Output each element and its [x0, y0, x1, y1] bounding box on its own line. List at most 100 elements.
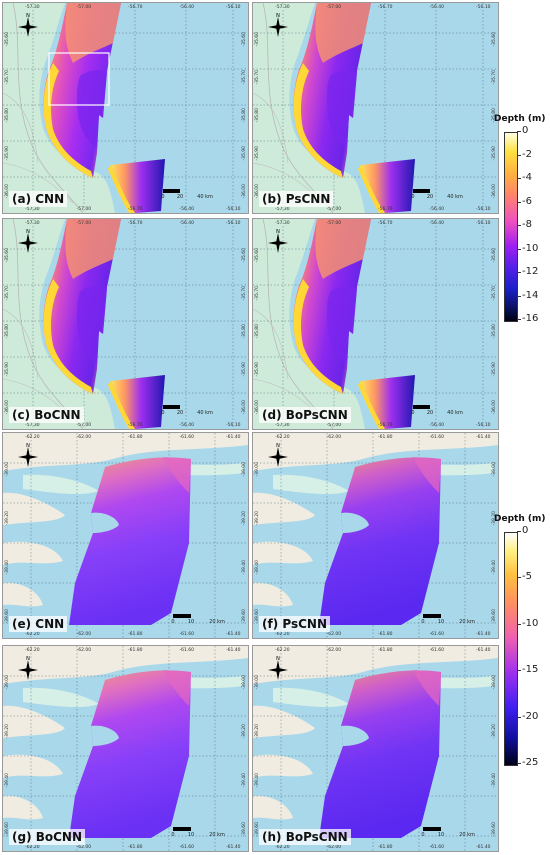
- scale-label-end: 20 km: [209, 619, 225, 625]
- scale-label-zero: 0: [161, 410, 165, 416]
- lon-tick-top: -56.40: [429, 221, 445, 226]
- lat-tick-right: -35.70: [492, 70, 497, 85]
- scale-label-mid: 10: [437, 619, 445, 625]
- lat-tick-left: -35.60: [255, 32, 260, 47]
- lat-tick-right: -39.40: [492, 773, 497, 788]
- lat-tick-right: -35.60: [492, 248, 497, 263]
- north-letter: N: [276, 229, 280, 235]
- lon-tick-bottom: -56.10: [226, 423, 241, 428]
- colorbar-top-gradient: [504, 132, 518, 322]
- lon-tick-bottom: -57.00: [326, 207, 342, 212]
- scale-label-end: 20 km: [209, 832, 225, 838]
- lon-tick-top: -56.70: [128, 5, 143, 10]
- north-arrow-icon: N: [267, 229, 289, 255]
- colorbar-tick-label: -6: [517, 195, 532, 207]
- lat-tick-right: -35.70: [492, 286, 497, 301]
- lon-tick-bottom: -57.00: [76, 207, 92, 212]
- colorbar-tick-label: -20: [516, 710, 539, 722]
- lon-tick-top: -57.30: [25, 5, 40, 10]
- colorbar-tick-label: -10: [516, 617, 539, 629]
- lat-tick-right: -35.60: [242, 248, 247, 263]
- map-panel-c: N -57.30 -57.00 -56.70 -56.40 -56.10 -57.30 -57…: [2, 218, 249, 430]
- lon-tick-top: -57.00: [326, 5, 342, 10]
- lat-tick-left: -39.00: [5, 674, 10, 690]
- lon-tick-bottom: -56.40: [429, 207, 445, 212]
- scale-label-mid: 10: [187, 619, 195, 625]
- map-panel-a: N -57.30 -57.00 -56.70 -56.40 -56.10 -57.30 -57…: [2, 2, 249, 214]
- map-panel-h: N -62.20 -62.00 -61.80 -61.60 -61.40 -62.20 -62…: [252, 645, 499, 852]
- lat-tick-right: -39.60: [242, 822, 247, 837]
- colorbar-bottom-title: Depth (m): [494, 514, 546, 524]
- scale-bar: 0 20 40 km: [411, 189, 463, 201]
- lon-tick-top: -62.00: [326, 435, 342, 440]
- colorbar-top: Depth (m) 0 -2 -4 -6 -8 -10 -12 -14 -16: [494, 112, 550, 327]
- scale-label-end: 40 km: [447, 194, 463, 200]
- lon-tick-top: -61.60: [179, 435, 195, 440]
- lon-tick-top: -61.80: [128, 435, 143, 440]
- panel-label: (e) CNN: [9, 616, 68, 632]
- lon-tick-bottom: -62.20: [275, 845, 290, 850]
- lon-tick-top: -56.10: [476, 5, 491, 10]
- lon-tick-top: -61.40: [476, 435, 491, 440]
- lat-tick-right: -36.00: [492, 399, 497, 415]
- north-letter: N: [276, 13, 280, 19]
- panel-label: (a) CNN: [9, 191, 68, 207]
- lat-tick-left: -35.60: [5, 32, 10, 47]
- lat-tick-left: -39.20: [255, 723, 260, 739]
- lon-tick-bottom: -61.40: [226, 632, 241, 637]
- lat-tick-left: -39.20: [5, 723, 10, 739]
- scale-label-mid: 20: [176, 410, 184, 416]
- colorbar-tick-label: -8: [517, 219, 532, 230]
- lat-tick-left: -35.80: [255, 108, 260, 123]
- scale-label-zero: 0: [171, 619, 175, 625]
- north-arrow-icon: N: [17, 656, 39, 682]
- panel-label: (h) BoPsCNN: [259, 829, 351, 845]
- lon-tick-bottom: -56.10: [476, 423, 491, 428]
- lon-tick-top: -62.20: [25, 435, 40, 440]
- lon-tick-bottom: -62.00: [326, 632, 342, 637]
- lat-tick-left: -35.70: [5, 286, 10, 301]
- lat-tick-left: -39.40: [5, 560, 10, 575]
- lon-tick-bottom: -56.70: [128, 207, 143, 212]
- panel-label: (c) BoCNN: [9, 407, 84, 423]
- north-letter: N: [26, 13, 30, 19]
- colorbar-tick-label: -10: [516, 242, 539, 254]
- lon-tick-top: -57.00: [76, 5, 92, 10]
- scale-label-mid: 20: [426, 194, 434, 200]
- lat-tick-right: -36.00: [242, 183, 247, 199]
- lat-tick-left: -39.00: [5, 461, 10, 477]
- lon-tick-bottom: -61.80: [128, 632, 143, 637]
- lat-tick-right: -35.70: [242, 286, 247, 301]
- scale-bar: 0 10 20 km: [421, 614, 475, 626]
- lon-tick-top: -61.80: [378, 648, 393, 653]
- north-letter: N: [276, 443, 280, 449]
- colorbar-tick-label: 0: [516, 125, 529, 136]
- lon-tick-bottom: -57.00: [326, 423, 342, 428]
- lat-tick-right: -39.60: [492, 822, 497, 837]
- north-letter: N: [276, 656, 280, 662]
- lat-tick-left: -35.70: [255, 286, 260, 301]
- lon-tick-bottom: -56.40: [179, 423, 195, 428]
- colorbar-tick-label: -4: [517, 172, 532, 183]
- lat-tick-right: -35.60: [492, 32, 497, 47]
- colorbar-top-title: Depth (m): [494, 114, 546, 124]
- panel-label: (g) BoCNN: [9, 829, 86, 845]
- north-arrow-icon: N: [267, 443, 289, 469]
- lat-tick-right: -35.90: [492, 145, 497, 161]
- lat-tick-right: -35.80: [242, 324, 247, 339]
- north-arrow-icon: N: [17, 443, 39, 469]
- lon-tick-top: -61.60: [179, 648, 195, 653]
- scale-label-mid: 20: [176, 194, 184, 200]
- panel-label: (b) PsCNN: [259, 191, 334, 207]
- lon-tick-bottom: -62.20: [25, 845, 40, 850]
- lon-tick-top: -57.00: [326, 221, 342, 226]
- scale-label-zero: 0: [411, 194, 415, 200]
- lon-tick-bottom: -56.10: [476, 207, 491, 212]
- scale-label-zero: 0: [411, 410, 415, 416]
- colorbar-bottom: Depth (m) 0 -5 -10 -15 -20 -25: [494, 512, 550, 772]
- lat-tick-right: -35.70: [242, 70, 247, 85]
- lon-tick-bottom: -62.00: [76, 845, 92, 850]
- colorbar-tick-label: -12: [516, 266, 539, 277]
- lon-tick-top: -61.60: [429, 435, 445, 440]
- north-arrow-icon: N: [267, 656, 289, 682]
